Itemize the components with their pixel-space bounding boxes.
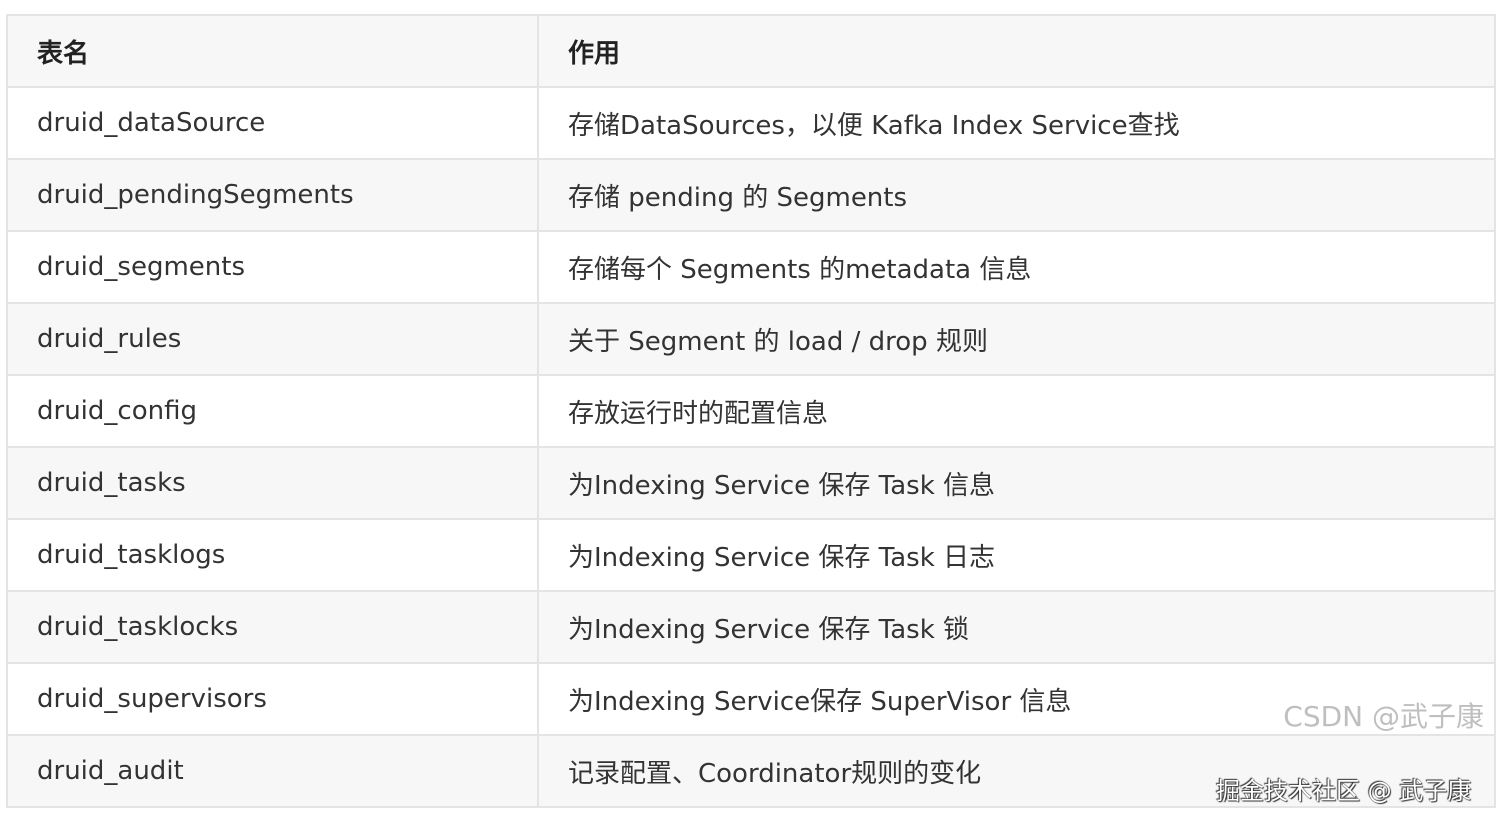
table-name-cell: druid_audit	[6, 734, 539, 808]
table-name-cell: druid_supervisors	[6, 662, 539, 736]
table-row: druid_tasklogs 为Indexing Service 保存 Task …	[6, 518, 1496, 592]
table-row: druid_config 存放运行时的配置信息	[6, 374, 1496, 448]
purpose-cell: 存放运行时的配置信息	[537, 374, 1496, 448]
purpose-cell: 记录配置、Coordinator规则的变化	[537, 734, 1496, 808]
header-table-name: 表名	[6, 14, 539, 88]
table-row: druid_tasklocks 为Indexing Service 保存 Task…	[6, 590, 1496, 664]
purpose-cell: 关于 Segment 的 load / drop 规则	[537, 302, 1496, 376]
table-body: druid_dataSource 存储DataSources，以便 Kafka I…	[6, 86, 1496, 808]
table-row: druid_pendingSegments 存储 pending 的 Segmen…	[6, 158, 1496, 232]
table-name-cell: druid_dataSource	[6, 86, 539, 160]
table-row: druid_tasks 为Indexing Service 保存 Task 信息	[6, 446, 1496, 520]
purpose-cell: 存储 pending 的 Segments	[537, 158, 1496, 232]
table-name-cell: druid_tasklocks	[6, 590, 539, 664]
table-name-cell: druid_rules	[6, 302, 539, 376]
csdn-watermark: CSDN @武子康	[1283, 700, 1484, 733]
header-purpose: 作用	[537, 14, 1496, 88]
metadata-tables-table: 表名 作用 druid_dataSource 存储DataSources，以便 K…	[6, 14, 1496, 808]
table-header-row: 表名 作用	[6, 14, 1496, 88]
purpose-cell: 存储DataSources，以便 Kafka Index Service查找	[537, 86, 1496, 160]
table-name-cell: druid_tasklogs	[6, 518, 539, 592]
purpose-cell: 存储每个 Segments 的metadata 信息	[537, 230, 1496, 304]
purpose-cell: 为Indexing Service 保存 Task 日志	[537, 518, 1496, 592]
table-row: druid_segments 存储每个 Segments 的metadata 信息	[6, 230, 1496, 304]
table-name-cell: druid_segments	[6, 230, 539, 304]
table-row: druid_supervisors 为Indexing Service保存 Sup…	[6, 662, 1496, 736]
purpose-cell: 为Indexing Service 保存 Task 锁	[537, 590, 1496, 664]
table-row: druid_dataSource 存储DataSources，以便 Kafka I…	[6, 86, 1496, 160]
table-row: druid_rules 关于 Segment 的 load / drop 规则	[6, 302, 1496, 376]
table-name-cell: druid_pendingSegments	[6, 158, 539, 232]
purpose-cell: 为Indexing Service保存 SuperVisor 信息	[537, 662, 1496, 736]
juejin-watermark: 掘金技术社区 @ 武子康	[1216, 777, 1472, 805]
table-row: druid_audit 记录配置、Coordinator规则的变化	[6, 734, 1496, 808]
table-name-cell: druid_tasks	[6, 446, 539, 520]
purpose-cell: 为Indexing Service 保存 Task 信息	[537, 446, 1496, 520]
table-name-cell: druid_config	[6, 374, 539, 448]
